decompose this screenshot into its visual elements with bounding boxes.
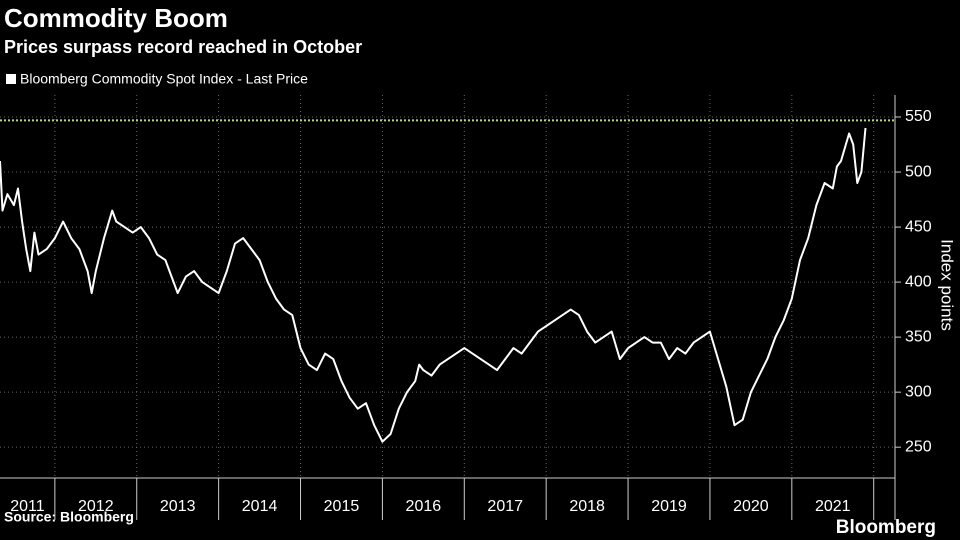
x-band-label: 2018: [569, 498, 605, 515]
chart-title: Commodity Boom: [4, 3, 228, 33]
y-tick-label: 400: [905, 273, 932, 290]
x-band-label: 2014: [242, 498, 278, 515]
y-tick-label: 350: [905, 328, 932, 345]
y-axis-label: Index points: [938, 239, 957, 331]
x-band-label: 2012: [78, 498, 114, 515]
x-band-label: 2013: [160, 498, 196, 515]
x-band-label: 2019: [651, 498, 687, 515]
x-band-label: 2017: [487, 498, 523, 515]
y-tick-label: 450: [905, 218, 932, 235]
y-tick-label: 500: [905, 163, 932, 180]
line-series: [0, 127, 867, 443]
x-band-label: 2021: [815, 498, 851, 515]
source: Source: Bloomberg: [4, 509, 134, 525]
x-band-label: 2016: [406, 498, 442, 515]
x-band-label: 2011: [10, 498, 45, 515]
y-tick-label: 300: [905, 383, 932, 400]
brand: Bloomberg: [836, 517, 936, 538]
x-band-label: 2020: [733, 498, 769, 515]
y-tick-label: 550: [905, 108, 932, 125]
y-tick-label: 250: [905, 438, 932, 455]
chart-subtitle: Prices surpass record reached in October: [4, 37, 362, 57]
x-band-label: 2015: [324, 498, 360, 515]
legend-label: Bloomberg Commodity Spot Index - Last Pr…: [20, 71, 308, 87]
legend-swatch: [6, 74, 16, 84]
